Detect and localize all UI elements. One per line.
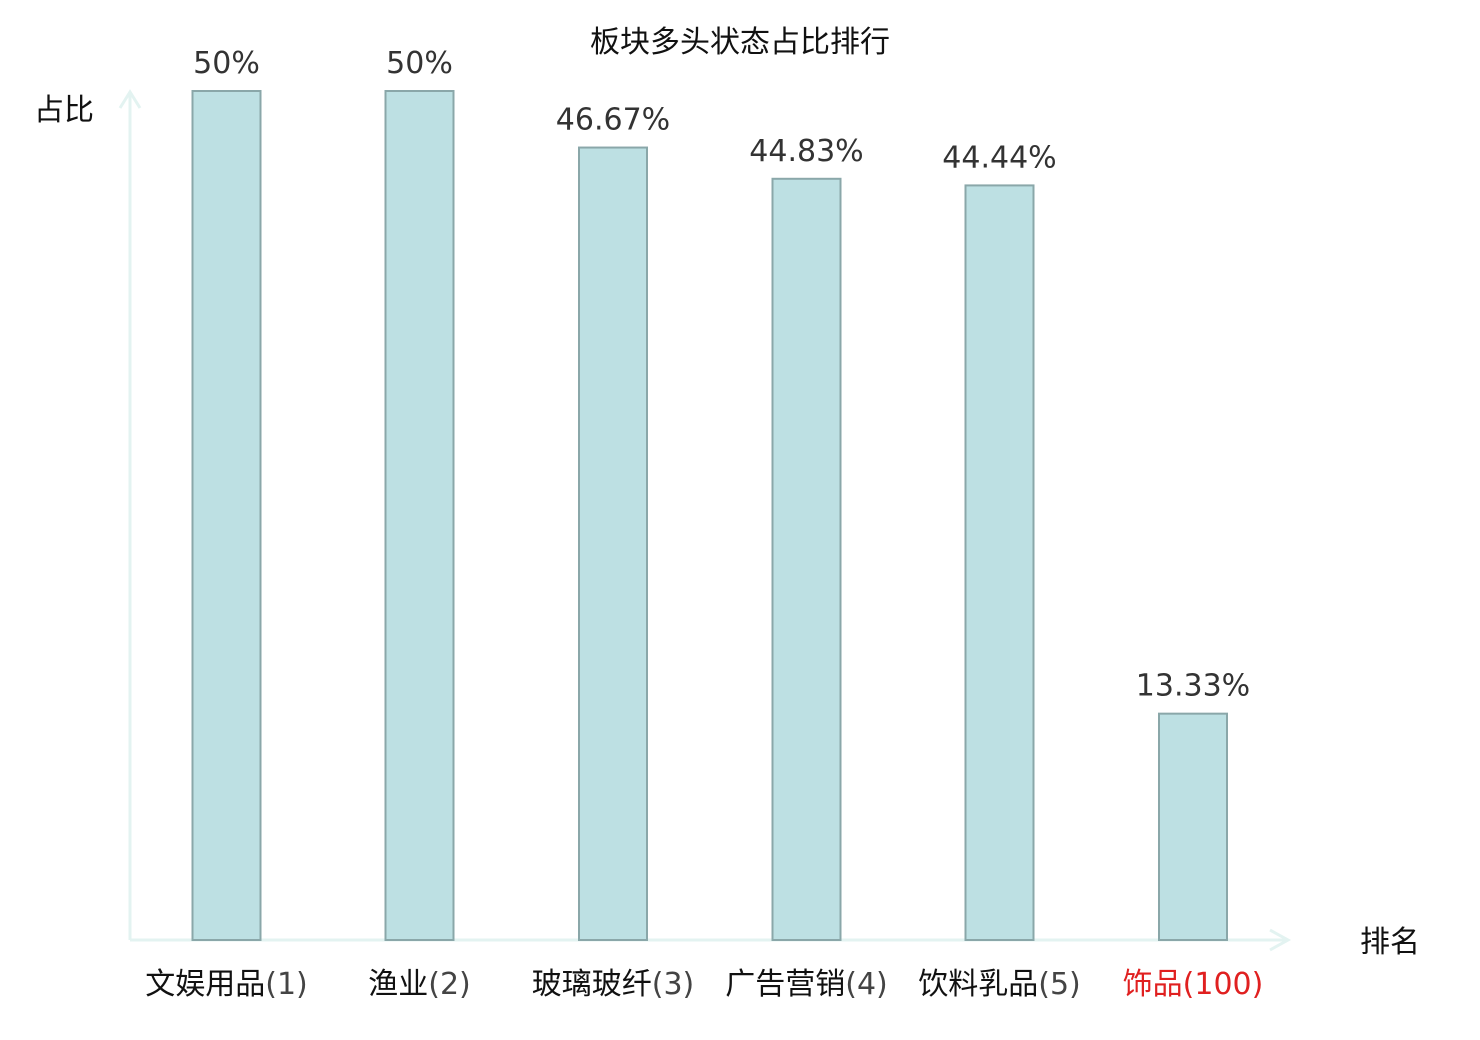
bar-2 — [384, 90, 455, 941]
bar-value-label-5: 44.44% — [942, 140, 1056, 175]
bar-1 — [191, 90, 262, 941]
category-name: 渔业 — [368, 967, 428, 1002]
bar-value-label-6: 13.33% — [1136, 669, 1250, 704]
category-name: 玻璃玻纤 — [532, 967, 652, 1002]
category-label-5: 饮料乳品(5) — [918, 967, 1081, 1002]
category-label-4: 广告营销(4) — [725, 967, 888, 1002]
bar-value-label-4: 44.83% — [749, 134, 863, 169]
y-axis-label: 占比 — [34, 93, 94, 128]
category-rank: (100) — [1183, 967, 1264, 1002]
category-rank: (4) — [845, 967, 888, 1002]
category-label-1: 文娱用品(1) — [145, 967, 308, 1002]
bar-value-label-2: 50% — [386, 46, 453, 81]
category-label-6: 饰品(100) — [1123, 967, 1264, 1002]
category-rank: (2) — [428, 967, 471, 1002]
x-axis: 排名 — [130, 925, 1420, 960]
bar-3 — [578, 146, 648, 941]
value-labels-group: 50% 50% 46.67% 44.83% 44.44% 13.33% — [193, 46, 1250, 704]
category-rank: (1) — [265, 967, 308, 1002]
category-label-2: 渔业(2) — [368, 967, 471, 1002]
bar-value-label-3: 46.67% — [556, 103, 670, 138]
x-axis-label: 排名 — [1360, 925, 1420, 960]
bar-4 — [771, 177, 842, 941]
y-axis-arrow — [118, 89, 142, 109]
bar-value-label-1: 50% — [193, 46, 260, 81]
category-rank: (5) — [1038, 967, 1081, 1002]
chart-title: 板块多头状态占比排行 — [590, 25, 890, 60]
category-label-3: 玻璃玻纤(3) — [532, 967, 695, 1002]
y-axis: 占比 — [34, 89, 142, 940]
category-name: 饰品 — [1123, 967, 1183, 1002]
x-axis-arrow — [1269, 928, 1292, 952]
category-name: 广告营销 — [725, 967, 845, 1002]
bars-group — [191, 90, 1228, 942]
category-name: 饮料乳品 — [918, 967, 1038, 1002]
category-name: 文娱用品 — [145, 967, 265, 1002]
bar-6 — [1158, 712, 1228, 942]
bar-5 — [964, 184, 1035, 941]
category-labels-group: 文娱用品(1) 渔业(2) 玻璃玻纤(3) 广告营销(4) 饮料乳品(5) 饰品(100) — [145, 967, 1263, 1002]
category-rank: (3) — [652, 967, 695, 1002]
